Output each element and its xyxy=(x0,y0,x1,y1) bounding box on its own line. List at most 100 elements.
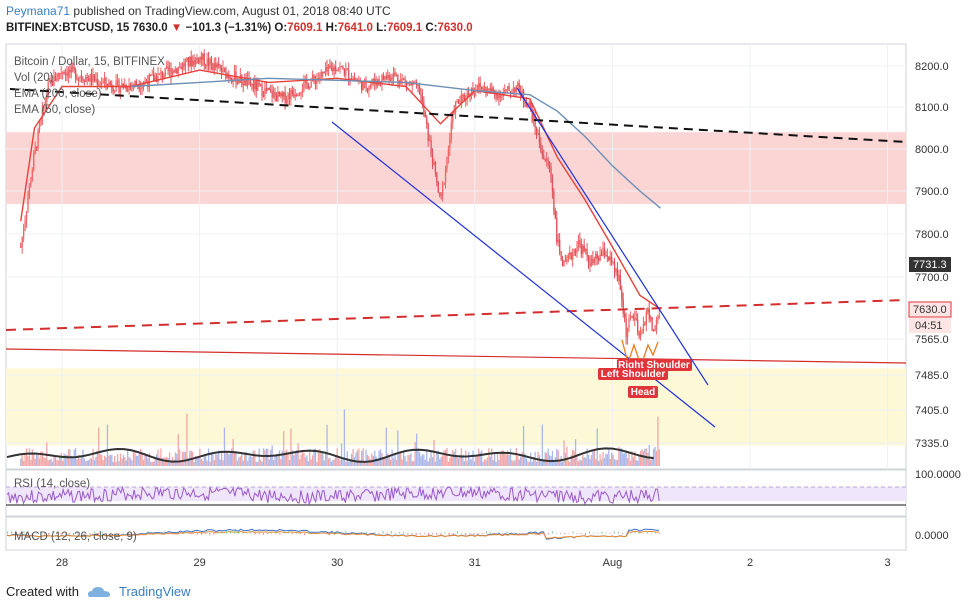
macd-axis-zero: 0.0000 xyxy=(915,530,949,542)
volume-bar xyxy=(621,448,623,466)
volume-bar xyxy=(478,448,480,466)
volume-bar xyxy=(619,448,622,466)
head-label: Head xyxy=(631,387,655,398)
wedge-upper-line[interactable] xyxy=(516,87,709,386)
candle-body xyxy=(199,56,201,63)
candle-body xyxy=(200,56,203,60)
volume-bar xyxy=(469,458,471,466)
price-axis[interactable]: 8200.0 8100.0 8000.0 7900.0 7800.0 7700.0 7565… xyxy=(915,61,949,450)
candle-body xyxy=(650,317,652,320)
candle-body xyxy=(450,122,452,139)
support-line[interactable] xyxy=(5,348,907,364)
candle-body xyxy=(348,69,350,80)
candle-body xyxy=(53,75,55,86)
macd-hist-bar xyxy=(238,532,240,534)
volume-bar xyxy=(245,451,247,466)
volume-bar xyxy=(112,461,114,466)
macd-hist-bar xyxy=(605,532,607,534)
volume-bar xyxy=(135,455,138,466)
candle-body xyxy=(605,255,607,257)
volume-bar xyxy=(426,450,428,466)
candle-body xyxy=(245,77,247,86)
macd-hist-bar xyxy=(601,531,603,534)
volume-bar xyxy=(616,459,619,466)
volume-bar xyxy=(603,457,606,466)
volume-bar xyxy=(439,459,441,466)
volume-bar xyxy=(590,455,593,466)
candle-body xyxy=(280,92,282,97)
macd-hist-bar xyxy=(27,533,29,535)
volume-bar xyxy=(618,446,620,466)
candle-body xyxy=(239,75,242,83)
volume-bar xyxy=(335,456,337,466)
author-link[interactable]: Peymana71 xyxy=(6,4,71,18)
candle-body xyxy=(216,64,218,68)
volume-bar xyxy=(345,461,347,466)
macd-hist-bar xyxy=(110,533,112,535)
time-axis[interactable]: 28 29 30 31 Aug 2 3 xyxy=(56,557,891,569)
volume-bar xyxy=(625,450,627,466)
macd-hist-bar xyxy=(638,531,640,534)
candle-body xyxy=(212,63,214,70)
x-tick-3: 31 xyxy=(469,557,481,569)
candle-body xyxy=(417,85,419,87)
macd-hist-bar xyxy=(19,533,21,534)
candle-body xyxy=(79,76,81,78)
macd-hist-bar xyxy=(551,531,553,534)
candle-body xyxy=(404,79,406,81)
volume-bar xyxy=(326,424,328,466)
volume-bar xyxy=(203,455,205,466)
candle-body xyxy=(157,74,159,83)
candle-body xyxy=(544,159,546,161)
volume-bar xyxy=(378,450,380,466)
volume-bar xyxy=(121,458,123,466)
candle-body xyxy=(622,299,624,314)
candle-body xyxy=(76,78,78,80)
tradingview-cloud-icon xyxy=(87,586,110,597)
macd-hist-bar xyxy=(374,531,376,534)
candle-body xyxy=(337,68,340,70)
macd-hist-bar xyxy=(130,533,132,536)
legend-ema200: EMA (200, close) xyxy=(14,88,102,100)
x-tick-6: 3 xyxy=(885,557,891,569)
macd-hist-bar xyxy=(242,532,244,534)
volume-bar xyxy=(573,450,575,466)
neckline-dashed[interactable] xyxy=(5,299,907,331)
candle-body xyxy=(631,315,633,318)
volume-bar xyxy=(307,461,309,466)
y-tick-7700: 7700.0 xyxy=(915,272,949,284)
macd-hist-bar xyxy=(176,533,178,534)
candle-body xyxy=(95,79,97,81)
candle-body xyxy=(430,140,432,155)
candle-body xyxy=(31,169,33,182)
candle-body xyxy=(62,72,64,74)
candle-body xyxy=(290,89,292,100)
tradingview-brand[interactable]: TradingView xyxy=(118,584,191,599)
candle-body xyxy=(397,74,399,81)
candle-body xyxy=(268,88,270,90)
volume-bar xyxy=(77,454,80,466)
macd-hist-bar xyxy=(593,532,595,534)
candle-body xyxy=(158,73,161,75)
candle-body xyxy=(611,256,613,263)
volume-bar xyxy=(180,460,182,466)
candle-body xyxy=(150,74,152,76)
volume-bar xyxy=(413,461,415,466)
macd-hist-bar xyxy=(498,532,500,534)
candle-body xyxy=(122,83,125,88)
volume-bar xyxy=(637,461,639,466)
volume-bar xyxy=(401,459,403,466)
candle-body xyxy=(423,101,425,113)
macd-hist-bar xyxy=(535,533,537,536)
candle-body xyxy=(72,66,74,68)
candle-body xyxy=(274,91,276,96)
macd-hist-bar xyxy=(217,532,219,534)
footer: Created with TradingView xyxy=(6,584,191,599)
volume-bar xyxy=(443,450,445,466)
volume-bar xyxy=(533,457,535,466)
candle-body xyxy=(330,67,333,69)
legend-vol: Vol (20) xyxy=(14,72,54,84)
macd-hist-bar xyxy=(262,533,264,535)
macd-hist-bar xyxy=(200,533,202,535)
